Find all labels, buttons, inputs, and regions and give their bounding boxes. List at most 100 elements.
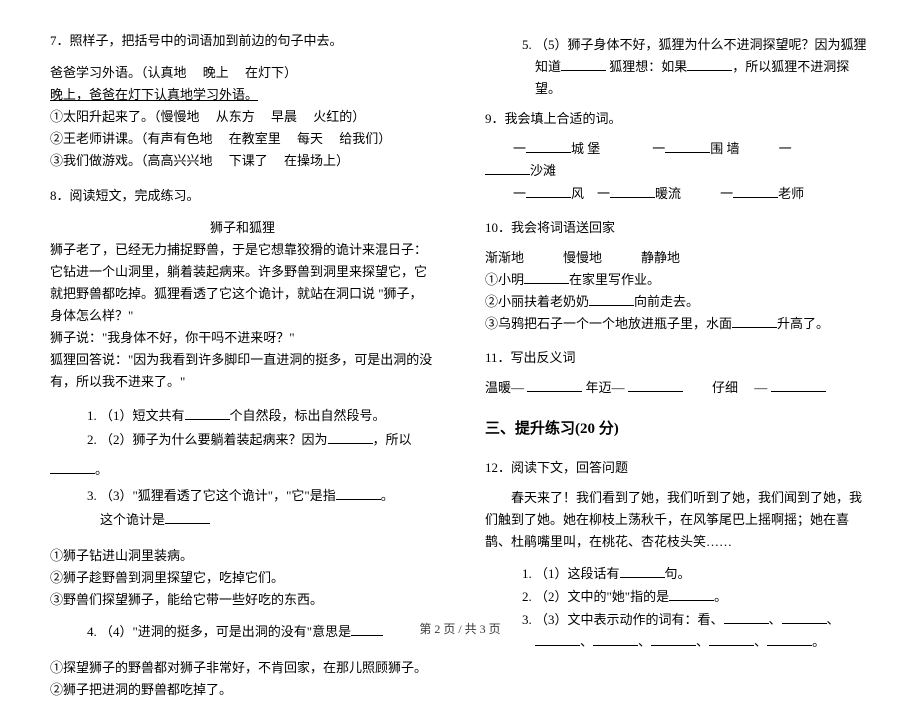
q8-subquestions: （1）短文共有个自然段，标出自然段号。 （2）狮子为什么要躺着装起病来？因为，所… [50, 405, 435, 450]
q12-number: 12． [485, 460, 511, 475]
question-8: 8．阅读短文，完成练习。 狮子和狐狸 狮子老了，已经无力捕捉野兽，于是它想靠狡猾… [50, 185, 435, 701]
q8-s2-mid: ，所以 [373, 432, 412, 447]
q7-item-3: ③我们做游戏。（高高兴兴地 下课了 在操场上） [50, 150, 435, 172]
q8-sub-2: （2）狮子为什么要躺着装起病来？因为，所以 [100, 429, 435, 451]
q8-subquestions-b: （3）"狐狸看透了它这个诡计"，"它"是指 。这个诡计是 [50, 485, 435, 531]
blank[interactable] [336, 486, 381, 500]
blank[interactable] [593, 632, 638, 646]
q12-s1-pre: （1）这段话有 [535, 566, 620, 581]
q8-s2-post: 。 [95, 462, 108, 477]
blank[interactable] [328, 430, 373, 444]
q10-item-3: ③乌鸦把石子一个一个地放进瓶子里，水面 升高了。 [485, 313, 870, 335]
q12-s3-pre: （3）文中表示动作的词有：看、 [535, 612, 724, 627]
blank[interactable] [610, 184, 655, 198]
blank[interactable] [526, 184, 571, 198]
question-12: 12．阅读下文，回答问题 春天来了！我们看到了她，我们听到了她，我们闻到了她，我… [485, 457, 870, 654]
q12-s1-post: 句。 [665, 566, 691, 581]
q10-l2a: ②小丽扶着老奶奶 [485, 294, 589, 309]
question-10: 10．我会将词语送回家 渐渐地 慢慢地 静静地 ①小明在家里写作业。 ②小丽扶着… [485, 217, 870, 335]
right-column: （5）狮子身体不好，狐狸为什么不进洞探望呢？因为狐狸知道 狐狸想：如果，所以狐狸… [460, 30, 870, 600]
q10-title: 我会将词语送回家 [511, 220, 615, 235]
left-column: 7．照样子，把括号中的词语加到前边的句子中去。 爸爸学习外语。（认真地 晚上 在… [50, 30, 460, 600]
q7-example-line1: 爸爸学习外语。（认真地 晚上 在灯下） [50, 62, 435, 84]
q9-w1: 城 堡 [571, 141, 600, 156]
q9-w4: 风 [571, 186, 584, 201]
q8-para-1: 狮子老了，已经无力捕捉野兽，于是它想靠狡猾的诡计来混日子：它钻进一个山洞里，躺着… [50, 239, 435, 327]
q8-sub-4: （4）"进洞的挺多，可是出洞的没有"意思是 [100, 621, 435, 643]
q10-l1b: 在家里写作业。 [569, 272, 660, 287]
q10-l3a: ③乌鸦把石子一个一个地放进瓶子里，水面 [485, 316, 732, 331]
q12-sub-1: （1）这段话有 句。 [535, 563, 870, 585]
blank[interactable] [669, 587, 714, 601]
q9-w6: 老师 [778, 186, 804, 201]
q8-para-2: 狮子说："我身体不好，你干吗不进来呀？" [50, 327, 435, 349]
blank[interactable] [526, 139, 571, 153]
q8-option-3: ③野兽们探望狮子，能给它带一些好吃的东西。 [50, 589, 435, 611]
blank[interactable] [351, 622, 383, 636]
q8-option-2: ②狮子趁野兽到洞里探望它，吃掉它们。 [50, 567, 435, 589]
blank[interactable] [185, 406, 230, 420]
blank[interactable] [709, 632, 754, 646]
q12-title: 阅读下文，回答问题 [511, 460, 628, 475]
q11-number: 11． [485, 350, 511, 365]
q12-sub-3: （3）文中表示动作的词有：看、、、、、、、。 [535, 609, 870, 653]
q11-c: 仔细 — [712, 380, 771, 395]
blank[interactable] [589, 292, 634, 306]
blank[interactable] [620, 564, 665, 578]
q10-word-bank: 渐渐地 慢慢地 静静地 [485, 247, 870, 269]
blank[interactable] [665, 139, 710, 153]
question-9: 9．我会填上合适的词。 一城 堡 一围 墙 一 沙滩 一风 一暖流 一老师 [485, 108, 870, 204]
blank[interactable] [767, 632, 812, 646]
q8-ans-2: ②狮子把进洞的野兽都吃掉了。 [50, 679, 435, 701]
blank[interactable] [165, 510, 210, 524]
q8-s2-end: 。 [50, 459, 435, 481]
q8-s3b-pre: 这个诡计是 [100, 512, 165, 527]
q11-row: 温暖— 年迈— 仔细 — [485, 377, 870, 399]
q10-number: 10． [485, 220, 511, 235]
blank[interactable] [651, 632, 696, 646]
q11-a: 温暖— [485, 380, 527, 395]
q10-l2b: 向前走去。 [634, 294, 699, 309]
blank[interactable] [485, 161, 530, 175]
q7-example-line2: 晚上，爸爸在灯下认真地学习外语。 [50, 84, 435, 106]
section-3-heading: 三、提升练习(20 分) [485, 417, 870, 443]
q12-passage: 春天来了！我们看到了她，我们听到了她，我们闻到了她，我们触到了她。她在柳枝上荡秋… [485, 487, 870, 553]
q8-s1-pre: （1）短文共有 [100, 408, 185, 423]
q9-title: 我会填上合适的词。 [505, 111, 622, 126]
q10-l3b: 升高了。 [777, 316, 829, 331]
blank[interactable] [724, 610, 769, 624]
q7-item-1: ①太阳升起来了。（慢慢地 从东方 早晨 火红的） [50, 106, 435, 128]
q8-title: 阅读短文，完成练习。 [70, 188, 200, 203]
blank[interactable] [732, 314, 777, 328]
blank[interactable] [527, 378, 582, 392]
blank[interactable] [782, 610, 827, 624]
q12-s2-post: 。 [714, 589, 727, 604]
q8-s4-pre: （4）"进洞的挺多，可是出洞的没有"意思是 [100, 624, 351, 639]
q8-heading: 狮子和狐狸 [50, 217, 435, 239]
blank[interactable] [733, 184, 778, 198]
q9-w5: 暖流 [655, 186, 681, 201]
blank[interactable] [561, 57, 606, 71]
q9-w2: 围 墙 [710, 141, 739, 156]
blank[interactable] [771, 378, 826, 392]
q9-w3: 沙滩 [530, 163, 556, 178]
q8-number: 8． [50, 188, 70, 203]
blank[interactable] [50, 460, 95, 474]
q12-s2-pre: （2）文中的"她"指的是 [535, 589, 669, 604]
q8-s3-post: 。 [381, 488, 394, 503]
q10-item-1: ①小明在家里写作业。 [485, 269, 870, 291]
q8-s3-pre: （3）"狐狸看透了它这个诡计"，"它"是指 [100, 488, 336, 503]
q8-option-1: ①狮子钻进山洞里装病。 [50, 545, 435, 567]
blank[interactable] [628, 378, 683, 392]
q8-subquestions-d: （5）狮子身体不好，狐狸为什么不进洞探望呢？因为狐狸知道 狐狸想：如果，所以狐狸… [485, 34, 870, 100]
q8-sub-1: （1）短文共有个自然段，标出自然段号。 [100, 405, 435, 427]
blank[interactable] [524, 270, 569, 284]
blank[interactable] [687, 57, 732, 71]
blank[interactable] [535, 632, 580, 646]
question-11: 11．写出反义词 温暖— 年迈— 仔细 — [485, 347, 870, 399]
question-7: 7．照样子，把括号中的词语加到前边的句子中去。 爸爸学习外语。（认真地 晚上 在… [50, 30, 435, 173]
q10-item-2: ②小丽扶着老奶奶 向前走去。 [485, 291, 870, 313]
q8-sub-3: （3）"狐狸看透了它这个诡计"，"它"是指 。这个诡计是 [100, 485, 435, 531]
q7-number: 7． [50, 33, 70, 48]
q7-title: 照样子，把括号中的词语加到前边的句子中去。 [70, 33, 343, 48]
